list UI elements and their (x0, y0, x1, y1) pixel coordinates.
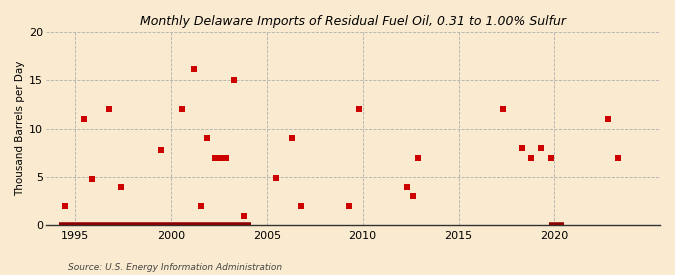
Point (354, 107, 364, 111)
Point (526, 155, 537, 160)
Point (497, 107, 508, 111)
Point (221, 155, 232, 160)
Point (402, 184, 412, 189)
Y-axis label: Thousand Barrels per Day: Thousand Barrels per Day (15, 61, 25, 196)
Point (271, 176, 281, 180)
Point (286, 136, 297, 141)
Point (407, 194, 418, 198)
Point (86, 177, 97, 181)
Point (229, 78, 240, 82)
Point (209, 155, 220, 160)
Point (156, 148, 167, 152)
Point (296, 204, 306, 208)
Point (196, 204, 207, 208)
Point (177, 107, 188, 111)
Point (79, 117, 90, 121)
Point (545, 155, 556, 160)
Title: Monthly Delaware Imports of Residual Fuel Oil, 0.31 to 1.00% Sulfur: Monthly Delaware Imports of Residual Fue… (140, 15, 566, 28)
Point (115, 184, 126, 189)
Point (603, 117, 614, 121)
Point (60, 204, 71, 208)
Text: Source: U.S. Energy Information Administration: Source: U.S. Energy Information Administ… (68, 263, 281, 272)
Point (202, 136, 213, 141)
Point (238, 213, 249, 218)
Point (612, 155, 623, 160)
Point (516, 146, 527, 150)
Point (188, 67, 199, 71)
Point (215, 155, 226, 160)
Point (104, 107, 115, 111)
Point (344, 204, 354, 208)
Point (536, 146, 547, 150)
Point (413, 155, 424, 160)
